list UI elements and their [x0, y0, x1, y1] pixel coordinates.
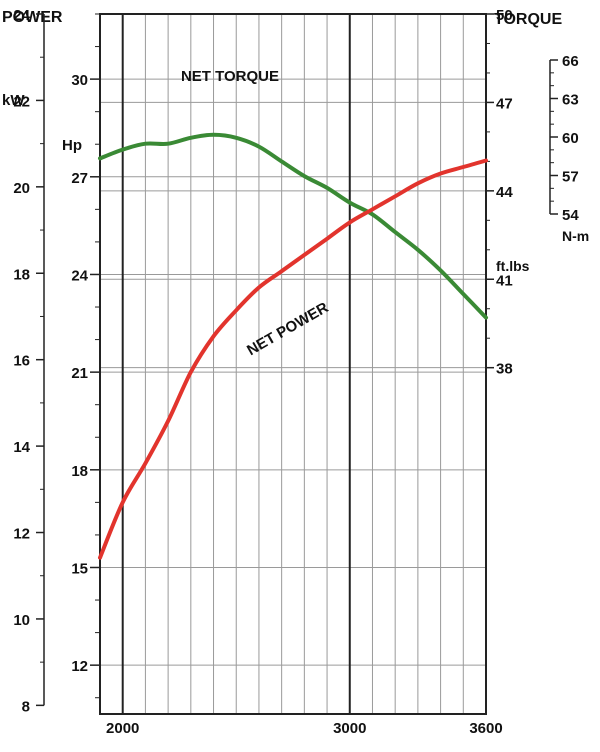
kw-tick-label-8: 8: [22, 698, 30, 715]
nm-tick-label-63: 63: [562, 92, 579, 109]
nm-tick-label-60: 60: [562, 130, 579, 147]
power-axis-title: POWER: [2, 9, 63, 26]
kw-tick-label-14: 14: [13, 439, 30, 456]
kw-tick-label-10: 10: [13, 612, 30, 629]
nm-tick-label-54: 54: [562, 207, 579, 224]
hp-tick-label-21: 21: [71, 365, 88, 382]
hp-tick-label-18: 18: [71, 463, 88, 480]
hp-tick-label-15: 15: [71, 560, 88, 577]
hp-tick-label-12: 12: [71, 658, 88, 675]
ftlbs-tick-label-41: 41: [496, 272, 513, 289]
hp-tick-label-24: 24: [71, 267, 88, 284]
series-line-net-torque: [98, 132, 488, 320]
torque-axis-title: TORQUE: [494, 11, 562, 28]
kw-unit-label: kW: [2, 92, 25, 109]
hp-tick-label-27: 27: [71, 170, 88, 187]
kw-tick-label-20: 20: [13, 180, 30, 197]
hp-unit-label: Hp: [62, 137, 82, 154]
series-line-net-power: [98, 158, 488, 560]
ftlbs-tick-label-38: 38: [496, 361, 513, 378]
x-tick-label-3000: 3000: [333, 720, 366, 737]
kw-tick-label-12: 12: [13, 526, 30, 543]
x-tick-label-2000: 2000: [106, 720, 139, 737]
net-power-label: NET POWER: [244, 299, 331, 359]
plot-frame: [99, 13, 487, 715]
nm-unit-label: N-m: [562, 228, 589, 244]
ftlbs-tick-label-44: 44: [496, 184, 513, 201]
kw-tick-label-22: 22: [13, 93, 30, 110]
kw-tick-label-18: 18: [13, 266, 30, 283]
net-torque-label: NET TORQUE: [181, 68, 279, 85]
kw-tick-label-24: 24: [13, 7, 30, 24]
grid-lines: [100, 14, 486, 714]
nm-tick-label-57: 57: [562, 169, 579, 186]
nm-tick-label-66: 66: [562, 53, 579, 70]
ftlbs-unit-label: ft.lbs: [496, 258, 530, 274]
x-tick-label-3600: 3600: [469, 720, 502, 737]
hp-tick-label-30: 30: [71, 72, 88, 89]
ftlbs-tick-label-47: 47: [496, 95, 513, 112]
kw-tick-label-16: 16: [13, 353, 30, 370]
ftlbs-tick-label-50: 50: [496, 7, 513, 24]
